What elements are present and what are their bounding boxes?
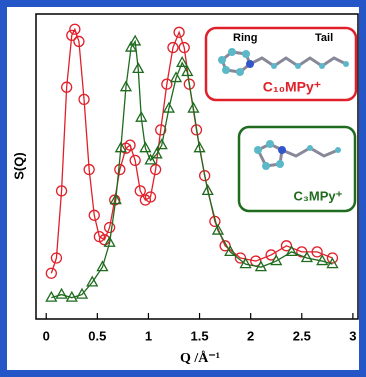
x-tick-label: 2 [247, 328, 254, 343]
legend-label: C₃MPy⁺ [294, 188, 343, 203]
x-tick-label: 1.5 [191, 328, 209, 343]
x-tick-label: 1 [145, 328, 152, 343]
x-tick-label: 0 [43, 328, 50, 343]
x-tick-label: 3 [349, 328, 356, 343]
legend-label: C₁₀MPy⁺ [263, 79, 321, 95]
x-axis-label: Q /Å⁻¹ [180, 350, 220, 366]
annotation: Tail [315, 32, 333, 44]
x-tick-label: 2.5 [293, 328, 311, 343]
x-tick-label: 0.5 [88, 328, 106, 343]
y-axis-label: S(Q) [11, 152, 26, 179]
figure: S(Q) Q /Å⁻¹ 0 0.5 1 1.5 2 2.5 3 Ring Tail C₁₀M… [0, 0, 366, 377]
annotation: Ring [233, 32, 257, 44]
